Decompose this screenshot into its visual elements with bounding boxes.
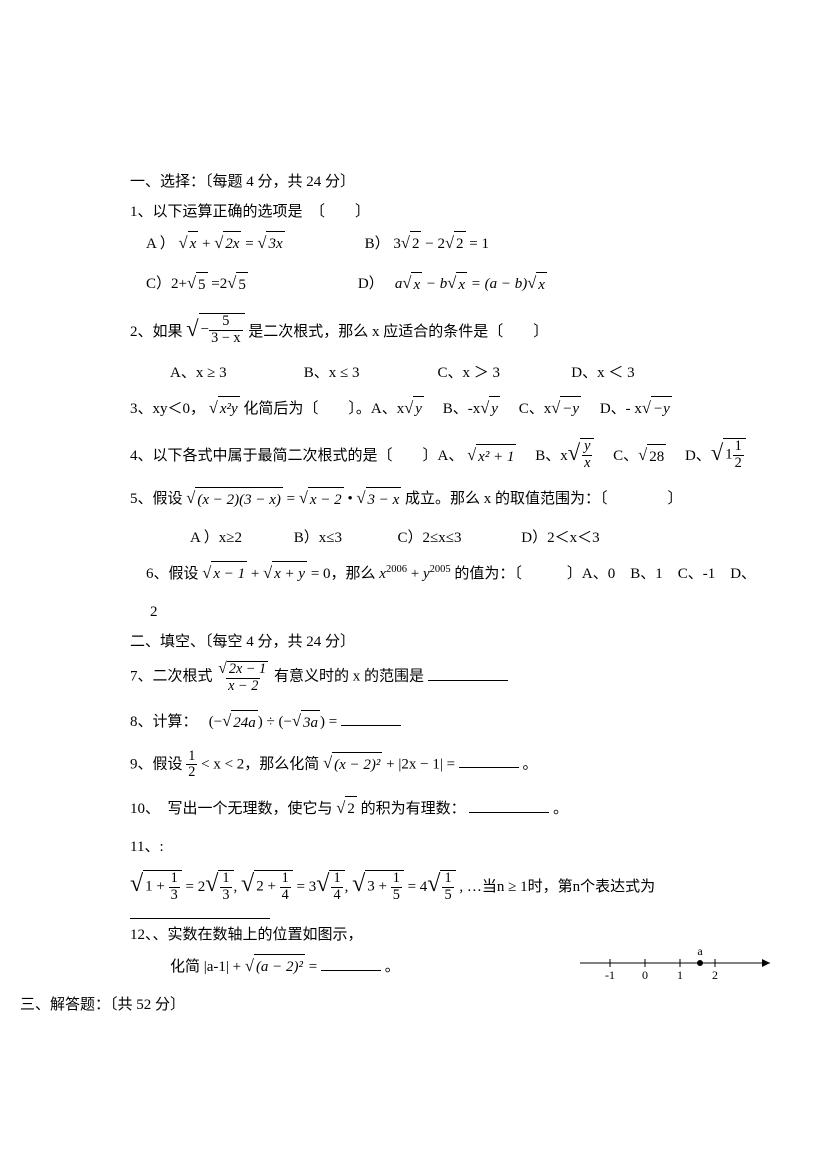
q1-opts-row1: A ） √x + √2x = √3x B） 3√2 − 2√2 = 1 bbox=[130, 230, 770, 256]
svg-text:2: 2 bbox=[712, 968, 718, 982]
section-1-title: 一、选择：〔每题 4 分，共 24 分〕 bbox=[130, 170, 770, 194]
svg-text:1: 1 bbox=[677, 968, 683, 982]
q9-blank bbox=[459, 753, 519, 768]
section-2-title: 二、填空、〔每空 4 分，共 24 分〕 bbox=[130, 630, 770, 654]
svg-text:0: 0 bbox=[642, 968, 648, 982]
number-line-svg: -1 0 1 2 a bbox=[570, 943, 790, 983]
q7-blank bbox=[428, 666, 508, 681]
q1-optB: B） 3√2 − 2√2 = 1 bbox=[365, 230, 489, 256]
svg-text:-1: -1 bbox=[605, 968, 615, 982]
svg-text:a: a bbox=[697, 944, 703, 958]
q5-opts: A ）x≥2 B）x≤3 C）2≤x≤3 D）2＜x＜3 bbox=[130, 526, 770, 550]
q8-blank bbox=[341, 711, 401, 726]
q11-expr: √1 + 13 = 2√13, √2 + 14 = 3√14, √3 + 15 … bbox=[130, 865, 770, 903]
q1-optD: D） a√x − b√x = (a − b)√x bbox=[358, 270, 547, 296]
q6: 6、假设 √x − 1 + √x + y = 0，那么 x2006 + y200… bbox=[130, 560, 770, 586]
q2-opts: A、x ≥ 3 B、x ≤ 3 C、x ＞ 3 D、x ＜ 3 bbox=[130, 361, 770, 385]
q3: 3、xy＜0， √x²y 化简后为〔 〕。A、x√y B、-x√y C、x√−y… bbox=[130, 395, 770, 421]
q1-opts-row2: C）2+√5 =2√5 D） a√x − b√x = (a − b)√x bbox=[130, 270, 770, 296]
q6-hanging-2: 2 bbox=[150, 600, 158, 624]
q5-stem: 5、假设 √(x − 2)(3 − x) = √x − 2 • √3 − x 成… bbox=[130, 485, 770, 511]
q2-stem: 2、如果 √−53 − x 是二次根式，那么 x 应适合的条件是〔 〕 bbox=[130, 311, 770, 347]
q8: 8、计算： (−√24a) ÷ (−√3a) = bbox=[130, 708, 770, 734]
q1-optA: A ） √x + √2x = √3x bbox=[146, 230, 285, 256]
q1-optC: C）2+√5 =2√5 bbox=[146, 270, 248, 296]
q1-stem: 1、以下运算正确的选项是 〔 〕 bbox=[130, 200, 770, 224]
section-3-title: 三、解答题：〔共 52 分〕 bbox=[20, 993, 770, 1017]
q10-blank bbox=[469, 798, 549, 813]
q9: 9、假设 12 < x < 2，那么化简 √(x − 2)² + |2x − 1… bbox=[130, 749, 770, 781]
q4: 4、以下各式中属于最简二次根式的是〔 〕A、 √x² + 1 B、x√yx C、… bbox=[130, 435, 770, 471]
q10: 10、 写出一个无理数，使它与 √2 的积为有理数： 。 bbox=[130, 795, 770, 821]
q12-blank bbox=[321, 956, 381, 971]
q11-blank bbox=[130, 918, 270, 919]
q12-expr: 化简 |a-1| + √(a − 2)² = 。 -1 0 1 2 a bbox=[130, 953, 770, 979]
exam-page: 一、选择：〔每题 4 分，共 24 分〕 1、以下运算正确的选项是 〔 〕 A … bbox=[130, 170, 770, 1017]
number-line: -1 0 1 2 a bbox=[570, 943, 790, 991]
q7: 7、二次根式 √2x − 1x − 2 有意义时的 x 的范围是 bbox=[130, 660, 770, 694]
q11-stem: 11、: bbox=[130, 835, 770, 859]
